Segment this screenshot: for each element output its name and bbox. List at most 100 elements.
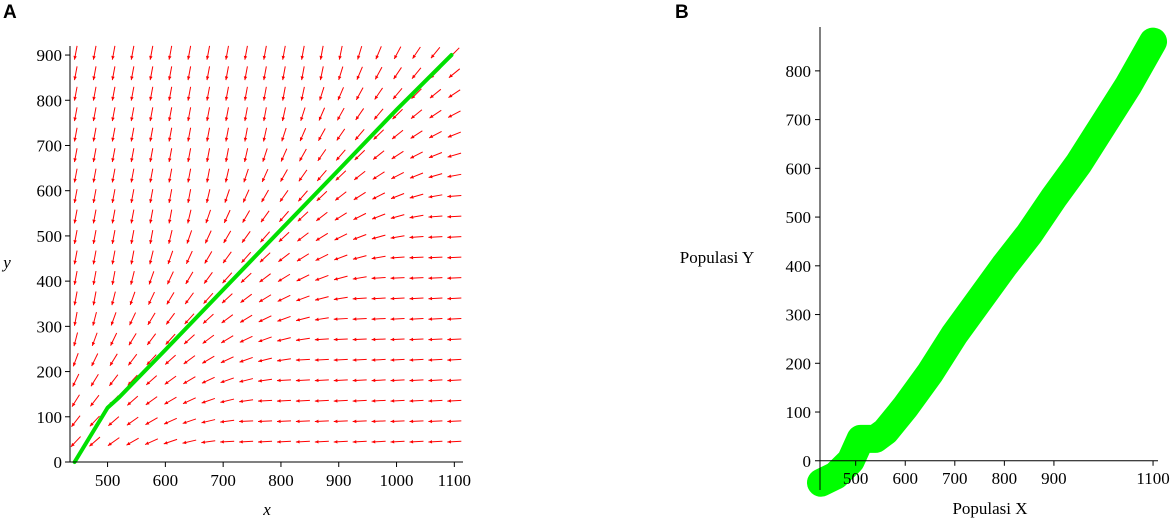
- field-arrow: [148, 250, 154, 265]
- field-arrow: [202, 334, 215, 344]
- panel-a-label: A: [3, 2, 17, 23]
- field-arrow: [278, 252, 290, 263]
- field-arrow: [145, 375, 158, 386]
- field-arrow: [428, 419, 443, 424]
- field-arrow: [409, 440, 424, 444]
- field-arrow: [205, 148, 211, 163]
- field-arrow: [224, 86, 229, 101]
- field-arrow: [243, 127, 248, 142]
- field-arrow: [372, 192, 386, 200]
- field-arrow: [92, 311, 97, 326]
- field-arrow: [149, 127, 154, 142]
- field-arrow: [243, 148, 249, 163]
- field-arrow: [92, 148, 97, 163]
- field-arrow: [319, 45, 324, 60]
- field-arrow: [129, 312, 137, 326]
- field-arrow: [447, 235, 462, 239]
- field-arrow: [315, 253, 329, 261]
- y-tick-label: 600: [37, 182, 63, 201]
- field-arrow: [92, 189, 97, 204]
- field-arrow: [430, 47, 441, 59]
- field-arrow: [390, 399, 405, 403]
- field-arrow: [276, 440, 291, 444]
- field-arrow: [428, 378, 443, 383]
- field-arrow: [299, 128, 307, 142]
- field-arrow: [111, 148, 116, 163]
- field-arrow: [239, 419, 254, 424]
- field-arrow: [333, 317, 348, 321]
- field-arrow: [258, 399, 273, 403]
- y-tick-label-b: 400: [786, 257, 812, 276]
- field-arrow: [168, 148, 173, 163]
- field-arrow: [149, 189, 154, 204]
- field-arrow: [91, 332, 98, 347]
- y-tick-label: 100: [37, 408, 63, 427]
- field-arrow: [281, 45, 286, 60]
- field-arrow: [333, 378, 348, 383]
- field-arrow: [315, 274, 329, 281]
- field-arrow: [166, 271, 174, 285]
- y-tick-label-b: 800: [786, 62, 812, 81]
- field-arrow: [447, 317, 462, 321]
- field-arrow: [111, 250, 116, 265]
- field-arrow: [447, 194, 462, 199]
- field-arrow: [73, 291, 78, 306]
- field-arrow: [277, 315, 291, 322]
- field-arrow: [333, 399, 348, 403]
- field-arrow: [374, 87, 383, 100]
- field-arrow: [371, 317, 386, 321]
- field-arrow: [144, 438, 159, 445]
- field-arrow: [221, 293, 233, 304]
- field-arrow: [111, 230, 116, 244]
- field-arrow: [128, 333, 137, 346]
- field-arrow: [447, 378, 462, 383]
- field-arrow: [201, 376, 215, 384]
- y-tick-label: 900: [37, 46, 63, 65]
- field-arrow: [447, 337, 462, 342]
- field-arrow: [428, 337, 443, 342]
- field-arrow: [148, 271, 155, 285]
- field-arrow: [110, 312, 117, 326]
- field-arrow: [145, 396, 158, 406]
- field-arrow: [296, 316, 310, 322]
- y-tick-label-b: 700: [786, 111, 812, 130]
- x-tick-label: 700: [210, 471, 236, 490]
- field-arrow: [92, 127, 97, 142]
- field-arrow: [147, 312, 156, 326]
- field-arrow: [281, 127, 287, 142]
- field-arrow: [261, 168, 269, 183]
- field-arrow: [73, 45, 78, 60]
- y-tick-label-b: 100: [786, 403, 812, 422]
- field-arrow: [163, 417, 177, 425]
- field-arrow: [262, 66, 267, 81]
- field-arrow: [375, 46, 382, 60]
- field-arrow: [205, 209, 212, 224]
- field-arrow: [73, 311, 78, 326]
- field-arrow: [73, 209, 78, 224]
- field-arrow: [187, 86, 192, 101]
- field-arrow: [390, 235, 405, 240]
- field-arrow: [186, 230, 193, 244]
- field-arrow: [71, 394, 80, 407]
- field-arrow: [371, 337, 386, 342]
- field-arrow: [163, 438, 178, 445]
- field-arrow: [204, 230, 212, 244]
- field-arrow: [201, 419, 216, 424]
- field-arrow: [336, 107, 345, 121]
- field-arrow: [390, 419, 405, 424]
- field-arrow: [356, 66, 363, 80]
- field-arrow: [279, 210, 289, 223]
- field-arrow: [239, 356, 253, 363]
- field-arrow: [295, 399, 310, 403]
- field-arrow: [259, 252, 271, 263]
- field-arrow: [428, 399, 443, 403]
- field-arrow: [73, 66, 78, 81]
- field-arrow: [333, 337, 348, 342]
- field-arrow: [92, 66, 97, 81]
- field-arrow: [297, 211, 309, 222]
- field-arrow: [168, 127, 173, 142]
- field-arrow: [92, 45, 97, 60]
- field-arrow: [352, 358, 367, 362]
- field-arrow: [355, 87, 364, 101]
- field-arrow: [201, 440, 216, 444]
